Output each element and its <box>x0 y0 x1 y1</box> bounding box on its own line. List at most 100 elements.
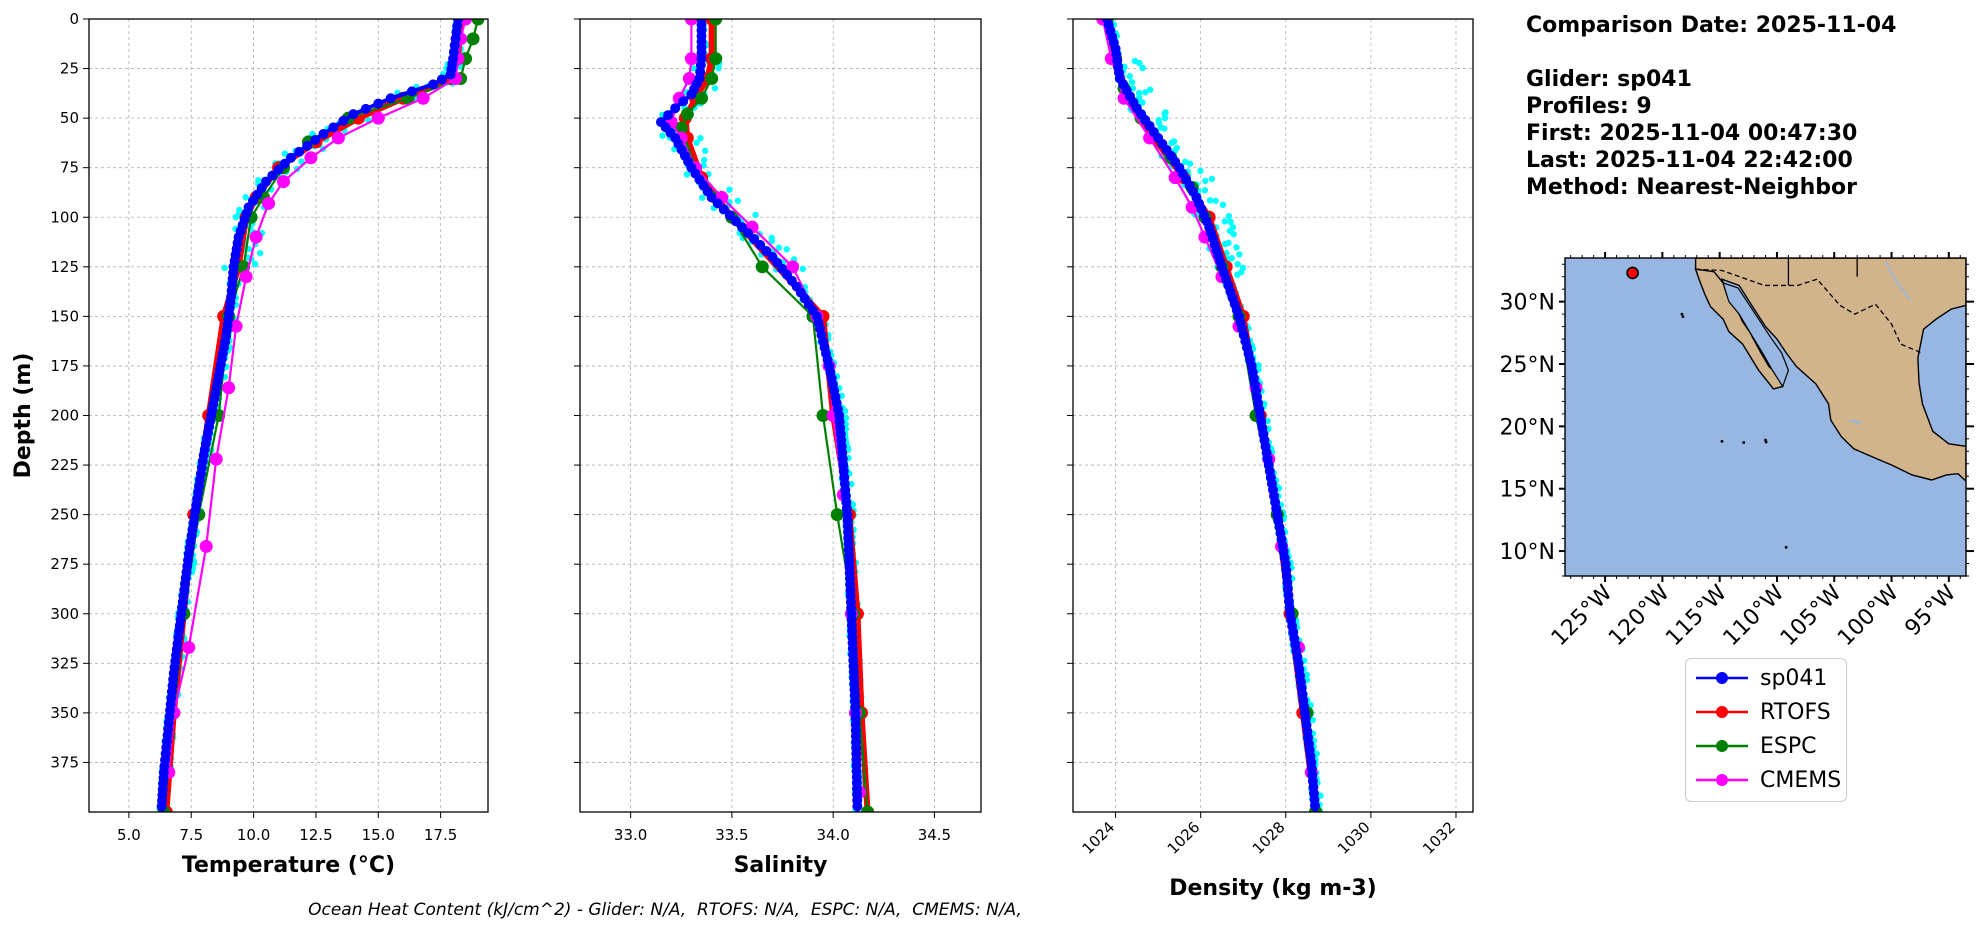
x-tick-label: 12.5 <box>299 826 332 844</box>
glider-scatter-point <box>698 194 706 201</box>
glider-scatter-point <box>711 85 719 92</box>
glider-scatter-point <box>1139 64 1146 72</box>
map-island <box>1680 312 1684 316</box>
glider-scatter-point <box>1161 125 1168 132</box>
y-tick-label: 100 <box>50 208 79 226</box>
cmems-marker <box>331 131 345 145</box>
map-lon-label: 95°W <box>1900 580 1961 641</box>
glider-scatter-point <box>1162 109 1169 116</box>
y-tick-label: 75 <box>60 159 79 177</box>
glider-scatter-point <box>1141 89 1149 96</box>
y-axis-label: Depth (m) <box>11 353 36 479</box>
glider-scatter-point <box>1161 114 1169 122</box>
y-tick-label: 225 <box>50 456 79 474</box>
map-gulf-of-mexico <box>1917 304 1966 448</box>
sp041-marker <box>670 103 681 114</box>
glider-scatter-point <box>1228 254 1235 262</box>
glider-scatter-point <box>1206 197 1214 204</box>
glider-scatter-point <box>232 214 239 221</box>
glider-scatter-point <box>1309 716 1316 724</box>
profile-count: Profiles: 9 <box>1526 94 1652 119</box>
glider-scatter-point <box>1128 78 1136 86</box>
glider-scatter-point <box>1181 158 1189 166</box>
map-lon-label: 115°W <box>1661 580 1732 651</box>
cmems-marker <box>222 381 236 395</box>
x-tick-label: 7.5 <box>179 826 203 844</box>
glider-scatter-point <box>281 150 289 157</box>
first-time: First: 2025-11-04 00:47:30 <box>1526 121 1858 146</box>
x-tick-label: 17.5 <box>424 826 457 844</box>
glider-scatter-point <box>734 197 742 204</box>
x-axis-label: Density (kg m-3) <box>1169 876 1377 901</box>
last-time: Last: 2025-11-04 22:42:00 <box>1526 148 1853 173</box>
glider-scatter-point <box>700 156 708 164</box>
series-group <box>656 19 875 812</box>
x-tick-label: 34.0 <box>816 826 849 844</box>
x-tick-label: 15.0 <box>362 826 395 844</box>
legend-label: ESPC <box>1760 733 1817 759</box>
glider-scatter-point <box>842 414 850 421</box>
x-axis-label: Salinity <box>734 853 828 878</box>
map-border <box>1695 268 1922 354</box>
sp041-marker <box>663 110 674 121</box>
series-group <box>1096 19 1324 812</box>
espc-marker <box>830 508 844 522</box>
sp041-marker <box>338 115 349 126</box>
y-tick-label: 275 <box>50 555 79 573</box>
glider-scatter-point <box>752 211 759 219</box>
x-tick-label: 1030 <box>1334 818 1374 858</box>
sp041-marker <box>302 140 313 151</box>
glider-scatter-point <box>700 162 707 169</box>
sp041-marker <box>406 86 417 97</box>
glider-scatter-point <box>1135 89 1143 97</box>
glider-scatter-point <box>848 480 855 488</box>
glider-scatter-point <box>1234 260 1241 268</box>
glider-scatter-point <box>1131 57 1139 65</box>
glider-scatter-point <box>1225 212 1233 220</box>
map-lake <box>1849 419 1863 425</box>
cmems-marker <box>786 260 800 274</box>
map-lon-label: 120°W <box>1604 580 1675 651</box>
map-lon-label: 100°W <box>1833 580 1904 651</box>
sp041-marker <box>328 122 339 133</box>
espc-marker <box>466 32 480 46</box>
x-tick-label: 10.0 <box>237 826 270 844</box>
glider-scatter-point <box>1219 201 1227 209</box>
map-island <box>1764 440 1768 444</box>
glider-scatter-point <box>251 260 259 268</box>
x-tick-label: 34.5 <box>918 826 951 844</box>
map-land-group <box>1680 258 1966 549</box>
glider-scatter-point <box>799 265 806 273</box>
map-gulf-of-california <box>1722 282 1790 388</box>
glider-scatter-point <box>659 132 666 139</box>
cmems-marker <box>262 196 276 210</box>
profile-panel-3: 1024 1026 1028 1030 1032 Density (kg m-3) <box>1067 18 1474 901</box>
sp041-marker <box>445 69 456 80</box>
espc-marker <box>680 107 694 121</box>
sp041-marker <box>294 146 305 157</box>
glider-scatter-point <box>1233 244 1240 251</box>
legend-item-cmems: CMEMS <box>1694 763 1841 797</box>
cmems-marker <box>249 230 263 244</box>
legend-marker-cmems <box>1696 774 1748 786</box>
map-lat-label: 15°N <box>1500 478 1555 503</box>
y-tick-label: 375 <box>50 753 79 771</box>
map-island <box>1720 439 1724 443</box>
cmems-marker <box>371 111 385 125</box>
glider-scatter-point <box>1126 73 1133 80</box>
map-river <box>1885 261 1911 300</box>
legend-item-rtofs: RTOFS <box>1694 695 1831 729</box>
y-tick-label: 350 <box>50 704 79 722</box>
y-tick-label: 325 <box>50 654 79 672</box>
cmems-marker <box>209 452 223 466</box>
glider-scatter-point <box>1186 160 1194 167</box>
glider-scatter-point <box>1208 175 1216 183</box>
x-tick-label: 1032 <box>1419 818 1459 858</box>
legend: sp041 RTOFS ESPC CMEMS <box>1685 658 1847 802</box>
legend-item-sp041: sp041 <box>1694 661 1827 695</box>
axes-frame <box>579 18 982 813</box>
glider-scatter-point <box>690 65 697 72</box>
cmems-marker <box>239 270 253 284</box>
espc-marker <box>471 19 485 26</box>
